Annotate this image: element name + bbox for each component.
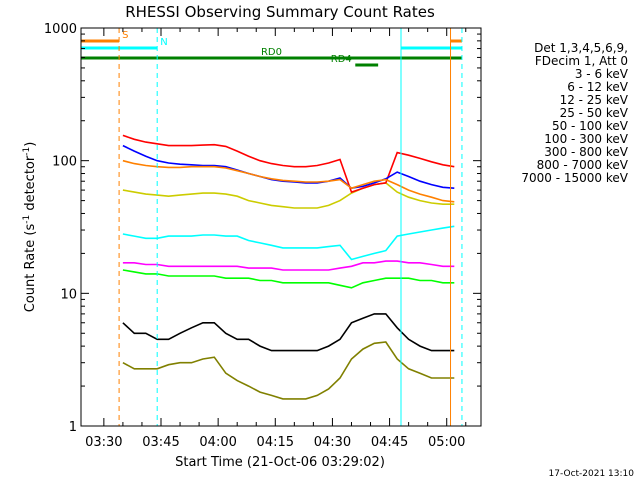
x-tick-label: 04:30 [314,435,351,450]
series-line-6-12-kev [122,260,455,271]
legend-entry-label: 6 - 12 keV [567,80,629,94]
y-axis-title-part3: ) [23,142,38,147]
legend-header-1: Det 1,3,4,5,6,9, [534,41,628,55]
y-axis-ticks: 1 10 100 1000 [44,22,481,435]
y-tick-label: 1000 [44,22,77,37]
legend-entry-label: 100 - 300 keV [544,132,628,146]
x-axis-title: Start Time (21-Oct-06 03:29:02) [175,455,385,470]
series-lines [122,134,455,400]
y-axis-title-part2: detector [23,155,38,215]
y-tick-label: 10 [60,287,77,302]
x-tick-label: 04:15 [257,435,294,450]
series-line-12-25-kev [122,269,455,289]
y-tick-label: 100 [52,155,77,170]
series-line-3-6-kev [122,313,455,352]
plot-frame [80,27,482,427]
event-markers [118,28,463,426]
x-tick-label: 03:30 [85,435,122,450]
legend-entry-label: 50 - 100 keV [552,119,629,133]
series-line-800-7000-kev [122,159,455,203]
x-tick-label: 04:00 [199,435,236,450]
y-axis-title-part1: Count Rate (s [23,224,38,313]
series-line-25-50-kev [122,225,455,261]
flag-label-rd4: RD4 [331,54,352,65]
y-axis-title: Count Rate (s-1 detector-1) [22,142,38,313]
x-tick-label: 03:45 [142,435,179,450]
x-tick-label: 05:00 [428,435,465,450]
y-axis-title-sup2: -1 [22,147,32,156]
x-tick-label: 04:45 [371,435,408,450]
series-line-100-300-kev [122,134,455,194]
series-line-50-100-kev [122,182,455,209]
legend-entry-label: 800 - 7000 keV [537,158,629,172]
legend-entry-label: 300 - 800 keV [544,145,628,159]
y-tick-label: 1 [69,420,77,435]
legend: Det 1,3,4,5,6,9, FDecim 1, Att 0 3 - 6 k… [521,41,628,185]
series-line-7000-15000-kev [122,341,455,400]
x-axis-ticks: 03:30 03:45 04:00 04:15 04:30 04:45 05:00 [85,28,467,450]
legend-entry-label: 3 - 6 keV [575,67,629,81]
legend-entry-label: 25 - 50 keV [560,106,629,120]
y-axis-title-sup1: -1 [22,215,32,224]
observing-flags: S N RD0 RD4 [81,30,462,67]
chart-title: RHESSI Observing Summary Count Rates [125,3,435,21]
flag-label-rd0: RD0 [261,47,282,58]
flag-label-n: N [160,37,167,48]
legend-entry-label: 12 - 25 keV [560,93,629,107]
footer-date: 17-Oct-2021 13:10 [549,469,635,479]
legend-entry-label: 7000 - 15000 keV [521,171,628,185]
legend-header-2: FDecim 1, Att 0 [535,54,628,68]
flag-label-s: S [122,30,128,41]
